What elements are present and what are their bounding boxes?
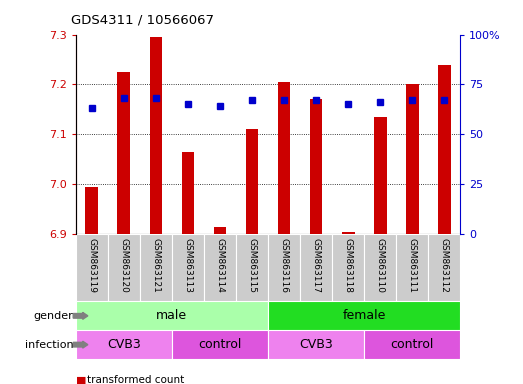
Text: ■: ■ — [76, 375, 86, 384]
Text: GSM863115: GSM863115 — [247, 238, 256, 293]
Text: GSM863114: GSM863114 — [215, 238, 224, 293]
Text: GSM863119: GSM863119 — [87, 238, 96, 293]
Text: GSM863121: GSM863121 — [152, 238, 161, 293]
Bar — [300, 234, 332, 301]
Bar — [268, 234, 300, 301]
Text: GSM863110: GSM863110 — [376, 238, 384, 293]
Bar — [342, 232, 355, 234]
Bar — [332, 234, 364, 301]
Bar — [364, 330, 460, 359]
Bar — [396, 234, 428, 301]
Bar — [364, 234, 396, 301]
Bar — [428, 234, 460, 301]
Text: GSM863111: GSM863111 — [408, 238, 417, 293]
Bar — [140, 234, 172, 301]
Text: GSM863120: GSM863120 — [119, 238, 128, 293]
Text: GSM863118: GSM863118 — [344, 238, 353, 293]
Bar — [108, 234, 140, 301]
Bar — [213, 227, 226, 234]
Text: infection: infection — [25, 339, 73, 350]
Text: gender: gender — [33, 311, 73, 321]
Bar — [150, 37, 162, 234]
Bar — [172, 330, 268, 359]
Bar — [246, 129, 258, 234]
Bar — [76, 301, 268, 330]
Text: female: female — [343, 310, 386, 322]
Text: GSM863113: GSM863113 — [184, 238, 192, 293]
Bar — [374, 117, 386, 234]
Text: transformed count: transformed count — [87, 375, 185, 384]
Bar — [76, 234, 108, 301]
Text: GSM863116: GSM863116 — [280, 238, 289, 293]
Text: male: male — [156, 310, 188, 322]
Bar — [76, 330, 172, 359]
Text: GDS4311 / 10566067: GDS4311 / 10566067 — [71, 14, 213, 27]
Text: control: control — [391, 338, 434, 351]
Bar — [118, 72, 130, 234]
Bar — [268, 301, 460, 330]
Text: CVB3: CVB3 — [299, 338, 333, 351]
Bar — [204, 234, 236, 301]
Bar — [85, 187, 98, 234]
Text: CVB3: CVB3 — [107, 338, 141, 351]
Bar — [172, 234, 204, 301]
Bar — [310, 99, 323, 234]
Text: GSM863112: GSM863112 — [440, 238, 449, 293]
Bar — [236, 234, 268, 301]
Bar — [438, 65, 451, 234]
Bar — [406, 84, 418, 234]
Bar — [278, 82, 290, 234]
Text: control: control — [198, 338, 242, 351]
Text: GSM863117: GSM863117 — [312, 238, 321, 293]
Bar — [268, 330, 364, 359]
Bar — [181, 152, 195, 234]
